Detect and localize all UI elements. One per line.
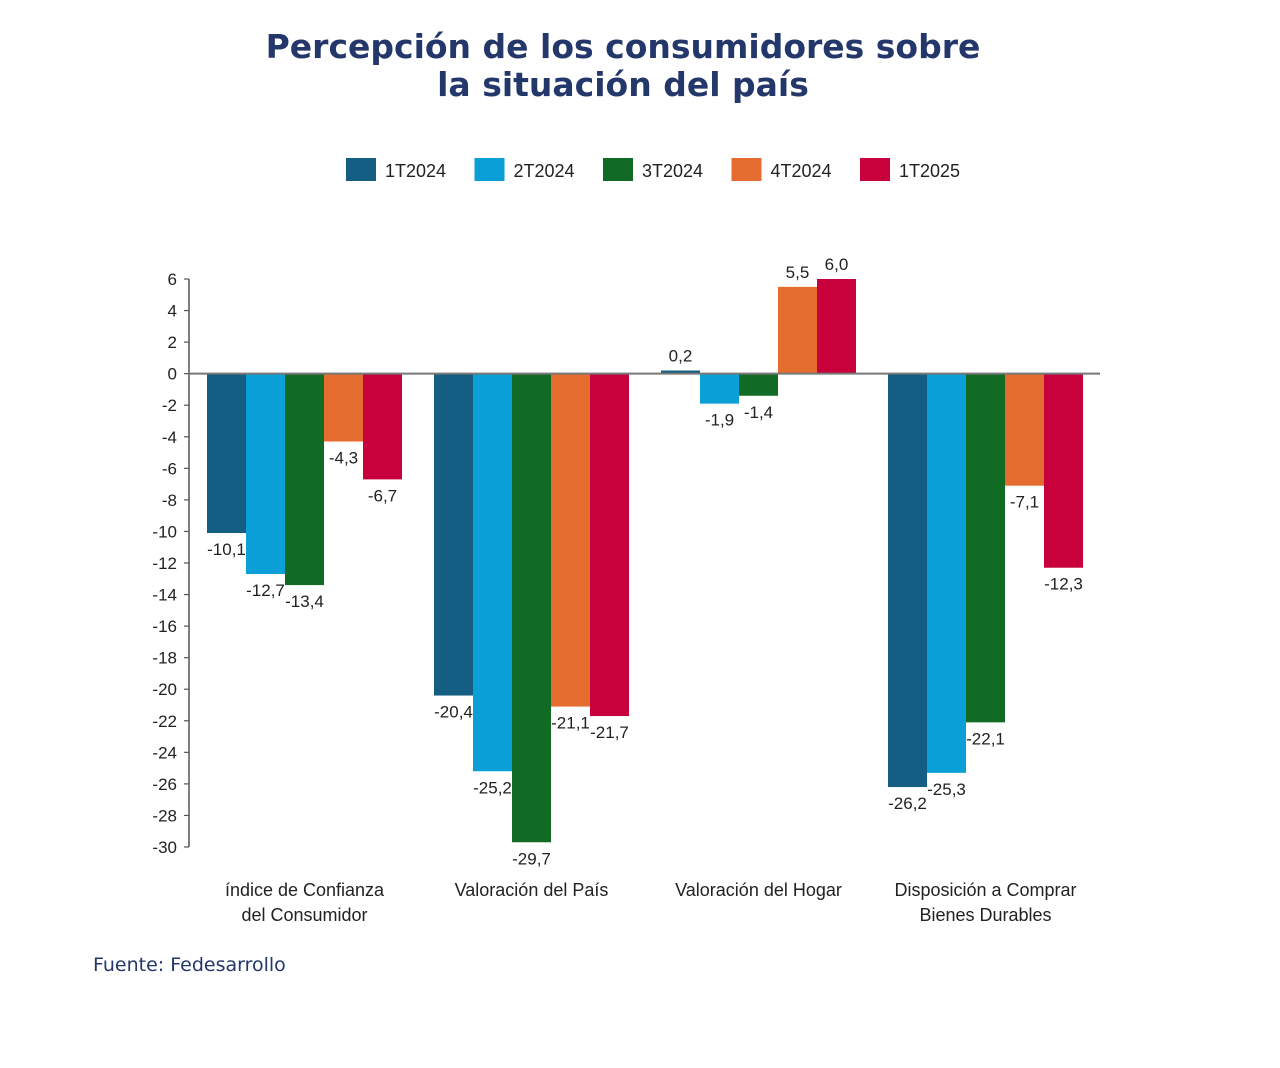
data-label: -10,1 bbox=[207, 540, 246, 559]
y-tick-label: -24 bbox=[152, 743, 177, 762]
category-label: del Consumidor bbox=[241, 905, 367, 925]
category-label: índice de Confianza bbox=[225, 880, 385, 900]
legend-label: 3T2024 bbox=[642, 161, 703, 181]
y-tick-label: -16 bbox=[152, 617, 177, 636]
category-label: Valoración del País bbox=[455, 880, 609, 900]
data-label: -29,7 bbox=[512, 849, 551, 868]
y-tick-label: 0 bbox=[168, 365, 177, 384]
chart-title: Percepción de los consumidores sobre la … bbox=[0, 28, 1246, 104]
bar bbox=[1005, 373, 1044, 486]
y-tick-label: -30 bbox=[152, 838, 177, 857]
legend-swatch bbox=[860, 158, 890, 181]
y-tick-label: -26 bbox=[152, 775, 177, 794]
bar bbox=[927, 373, 966, 773]
category-label: Disposición a Comprar bbox=[894, 880, 1076, 900]
data-label: 0,2 bbox=[669, 347, 693, 366]
bar bbox=[590, 373, 629, 717]
data-label: -12,7 bbox=[246, 581, 285, 600]
category-label: Valoración del Hogar bbox=[675, 880, 842, 900]
chart-title-line: la situación del país bbox=[437, 65, 809, 104]
legend-swatch bbox=[731, 158, 762, 181]
bar bbox=[551, 373, 590, 707]
data-label: -6,7 bbox=[368, 486, 397, 505]
data-label: 6,0 bbox=[825, 255, 849, 274]
y-tick-label: -6 bbox=[162, 459, 177, 478]
data-label: -1,4 bbox=[744, 403, 773, 422]
legend-swatch bbox=[346, 158, 376, 181]
bar bbox=[778, 286, 817, 374]
legend-swatch bbox=[474, 158, 505, 181]
y-tick-label: -18 bbox=[152, 649, 177, 668]
bar bbox=[246, 373, 285, 575]
source-note: Fuente: Fedesarrollo bbox=[93, 954, 286, 976]
bar bbox=[661, 370, 700, 374]
data-label: -20,4 bbox=[434, 703, 473, 722]
data-label: -4,3 bbox=[329, 449, 358, 468]
data-label: 5,5 bbox=[786, 263, 810, 282]
bar bbox=[285, 373, 324, 586]
data-label: -1,9 bbox=[705, 411, 734, 430]
y-tick-label: -2 bbox=[162, 396, 177, 415]
data-label: -12,3 bbox=[1044, 575, 1083, 594]
category-label: Bienes Durables bbox=[919, 905, 1051, 925]
data-label: -13,4 bbox=[285, 592, 324, 611]
y-tick-label: 4 bbox=[168, 302, 177, 321]
y-tick-label: -22 bbox=[152, 712, 177, 731]
bar bbox=[324, 373, 363, 442]
bar bbox=[888, 373, 927, 788]
bar bbox=[966, 373, 1005, 723]
chart-title-line: Percepción de los consumidores sobre bbox=[265, 27, 981, 66]
y-tick-label: -14 bbox=[152, 586, 177, 605]
bar bbox=[434, 373, 473, 696]
data-label: -21,1 bbox=[551, 714, 590, 733]
data-label: -21,7 bbox=[590, 723, 629, 742]
bar bbox=[1044, 373, 1083, 568]
y-tick-label: -8 bbox=[162, 491, 177, 510]
y-tick-label: -10 bbox=[152, 522, 177, 541]
y-tick-label: -28 bbox=[152, 806, 177, 825]
bar bbox=[363, 373, 402, 480]
legend-label: 1T2025 bbox=[899, 161, 960, 181]
legend-label: 1T2024 bbox=[385, 161, 446, 181]
y-tick-label: -12 bbox=[152, 554, 177, 573]
y-tick-label: -20 bbox=[152, 680, 177, 699]
data-label: -26,2 bbox=[888, 794, 927, 813]
data-label: -25,3 bbox=[927, 780, 966, 799]
data-label: -22,1 bbox=[966, 729, 1005, 748]
y-tick-label: 6 bbox=[168, 270, 177, 289]
bar bbox=[700, 373, 739, 404]
data-label: -25,2 bbox=[473, 778, 512, 797]
legend-label: 2T2024 bbox=[514, 161, 575, 181]
bar bbox=[739, 373, 778, 396]
bar bbox=[817, 279, 856, 374]
bar bbox=[207, 373, 246, 534]
y-tick-label: 2 bbox=[168, 333, 177, 352]
data-label: -7,1 bbox=[1010, 493, 1039, 512]
bar bbox=[512, 373, 551, 843]
legend-swatch bbox=[603, 158, 633, 181]
bar bbox=[473, 373, 512, 772]
y-tick-label: -4 bbox=[162, 428, 177, 447]
legend-label: 4T2024 bbox=[771, 161, 832, 181]
